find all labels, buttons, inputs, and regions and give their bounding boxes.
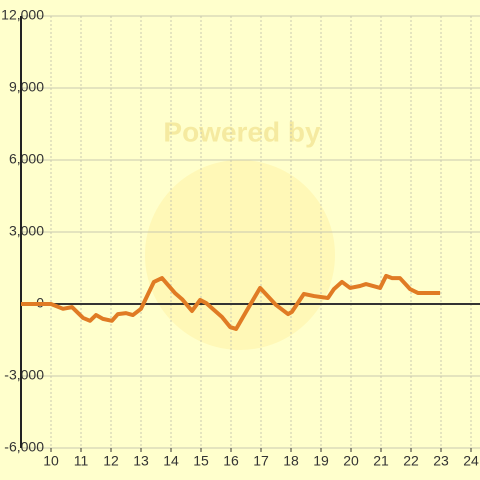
x-tick-label: 15 (193, 453, 209, 469)
x-tick-label: 12 (103, 453, 119, 469)
y-tick-label: 3,000 (9, 223, 44, 239)
line (21, 273, 441, 331)
y-tick-label: 12,000 (1, 7, 44, 23)
x-tick-label: 20 (343, 453, 359, 469)
y-tick-label: 9,000 (9, 79, 44, 95)
x-tick-label: 22 (403, 453, 419, 469)
x-tick-label: 11 (74, 453, 89, 469)
x-tick-label: 21 (373, 453, 389, 469)
y-tick-label: 6,000 (9, 151, 44, 167)
x-tick-label: 17 (253, 453, 269, 469)
y-tick-label: -3,000 (4, 367, 44, 383)
x-tick-label: 16 (223, 453, 239, 469)
x-tick-label: 19 (313, 453, 329, 469)
y-tick-label: -6,000 (4, 439, 44, 455)
x-tick-label: 24 (463, 453, 479, 469)
x-tick-label: 10 (43, 453, 59, 469)
watermark: Powered by (163, 116, 321, 147)
x-tick-label: 18 (283, 453, 299, 469)
x-tick-label: 13 (133, 453, 149, 469)
x-tick-label: 23 (433, 453, 449, 469)
x-tick-label: 14 (163, 453, 179, 469)
watermark-logo (145, 160, 335, 350)
